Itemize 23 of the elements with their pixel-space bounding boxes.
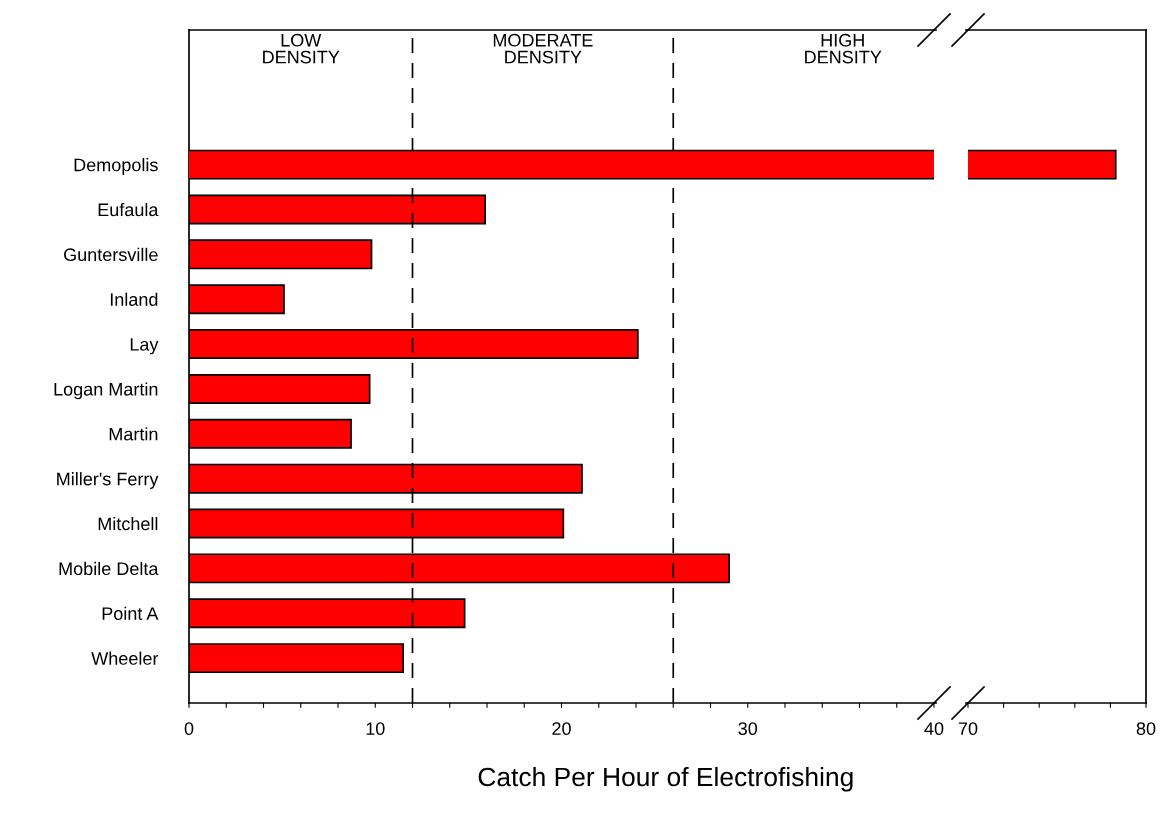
y-tick-label: Logan Martin [54, 382, 158, 400]
text: MODERATE DENSITY [493, 33, 593, 64]
x-tick-label: 30 [738, 722, 758, 736]
x-tick-label: 80 [1136, 722, 1156, 736]
y-tick-label: Mitchell [98, 516, 158, 531]
y-tick-label: Mobile Delta [59, 561, 159, 576]
x-tick-label: 0 [184, 722, 194, 736]
y-tick-label: Point A [102, 606, 159, 620]
y-tick-label: Eufaula [98, 202, 159, 217]
y-tick-label: Lay [130, 338, 159, 355]
y-tick-label: Guntersville [64, 247, 158, 262]
y-tick-label: Inland [110, 292, 158, 306]
x-tick-label: 20 [552, 722, 571, 736]
text: LOW DENSITY [263, 33, 340, 64]
y-tick-label: Wheeler [91, 651, 159, 665]
y-tick-label: Demopolis [74, 158, 158, 175]
text: HIGH DENSITY [805, 33, 882, 64]
x-tick-label: 40 [924, 722, 944, 736]
x-tick-label: 10 [366, 722, 385, 736]
x-tick-label: 70 [958, 722, 978, 736]
y-tick-label: Martin [109, 427, 158, 441]
y-tick-label: Miller's Ferry [57, 472, 159, 489]
x-axis-title: Catch Per Hour of Electrofishing [478, 766, 853, 792]
